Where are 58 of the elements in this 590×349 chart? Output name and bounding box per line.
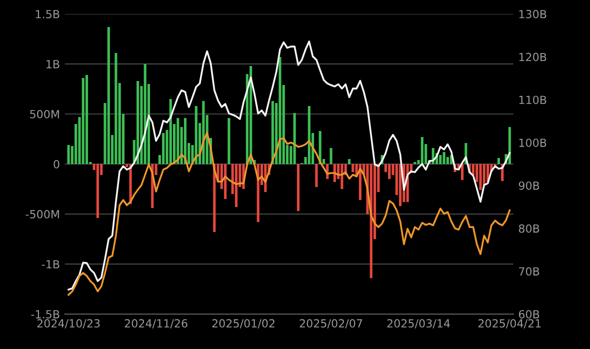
line-series	[68, 40, 511, 291]
bar	[224, 164, 227, 200]
bar	[348, 159, 351, 164]
bar	[278, 56, 282, 164]
bar	[340, 164, 344, 190]
bar	[256, 164, 260, 222]
bar	[439, 155, 442, 164]
y2-tick-label: 110B	[519, 96, 546, 104]
x-tick-label: 2025/01/02	[212, 319, 274, 328]
bar	[420, 137, 424, 164]
y-tick-label: 1B	[46, 60, 60, 68]
bar	[308, 106, 310, 164]
bar	[460, 164, 464, 180]
bar	[315, 164, 318, 188]
bar	[169, 99, 172, 164]
y2-tick-label: 70B	[519, 267, 540, 276]
y2-tick-label: 120B	[519, 52, 546, 62]
bar	[144, 64, 146, 164]
y-tick-label: 0	[54, 160, 60, 168]
y-tick-label: 500M	[30, 110, 59, 118]
x-tick-label: 2024/11/26	[124, 319, 188, 328]
bar	[136, 80, 140, 164]
y2-tick-label: 60B	[518, 310, 540, 318]
bar	[228, 118, 230, 164]
bar	[234, 164, 238, 208]
y-tick-label: -1B	[42, 260, 60, 268]
x-tick-label: 2025/02/07	[300, 319, 362, 328]
y2-tick-label: 90B	[518, 181, 540, 190]
y2-tick-label: 130B	[519, 10, 546, 18]
x-tick-label: 2025/04/21	[478, 319, 541, 328]
bar	[508, 127, 511, 164]
y-tick-label: -1.5B	[31, 310, 60, 318]
bar	[82, 78, 84, 164]
bar	[114, 52, 118, 164]
bar	[479, 164, 482, 190]
bar	[162, 133, 165, 164]
x-tick-label: 2024/10/23	[37, 319, 100, 328]
bar	[399, 164, 402, 206]
bar	[497, 158, 500, 164]
bar	[370, 164, 372, 278]
y2-tick-label: 80B	[518, 224, 540, 233]
y2-tick-label: 100B	[519, 138, 546, 147]
bar	[176, 118, 180, 164]
bar	[442, 152, 446, 164]
bar	[67, 145, 70, 164]
bar	[330, 148, 332, 164]
bar	[271, 101, 274, 164]
bar	[96, 164, 99, 218]
y-tick-label: -500M	[26, 210, 59, 218]
line-series	[68, 132, 511, 296]
bar	[194, 106, 198, 164]
bar	[85, 74, 88, 164]
y-tick-label: 1.5B	[36, 10, 60, 18]
bar	[296, 164, 300, 212]
bar	[293, 113, 296, 164]
x-tick-label: 2025/03/14	[387, 319, 450, 328]
bar	[388, 164, 391, 180]
bar	[107, 26, 110, 164]
